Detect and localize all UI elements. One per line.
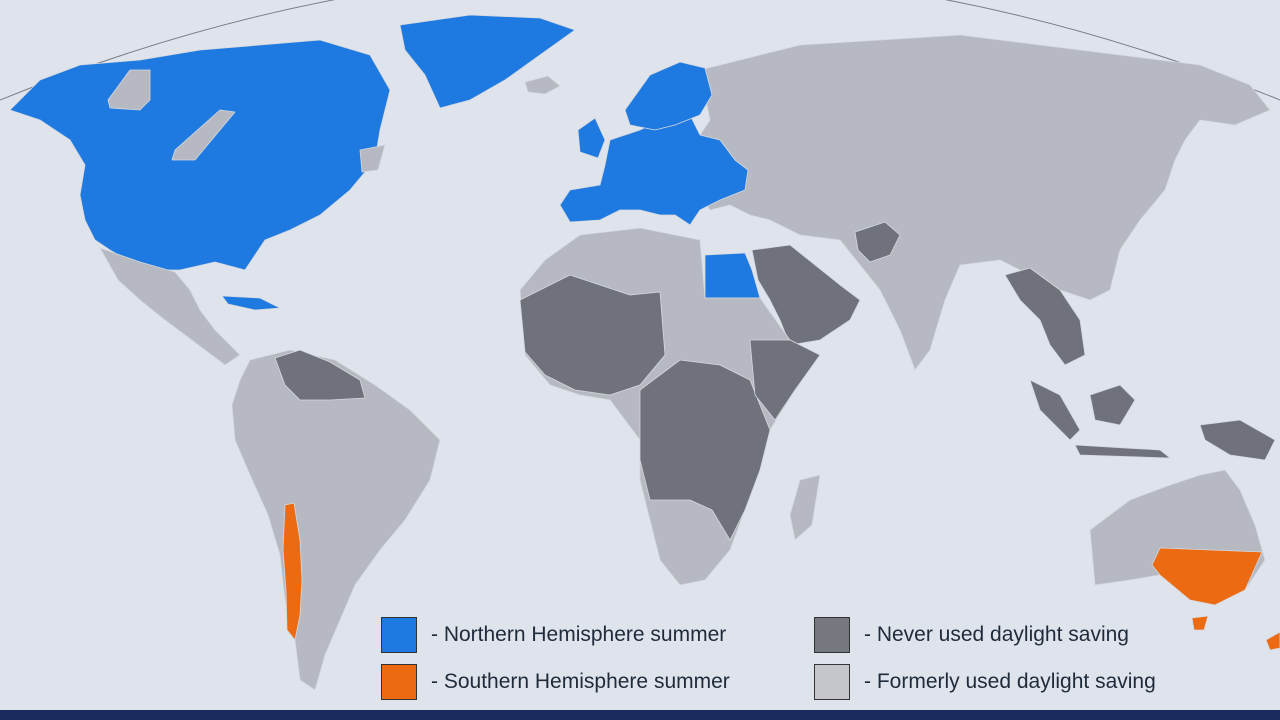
region-scandinavia [624,61,713,131]
region-nunavut-patch [359,144,386,173]
legend-item-never: - Never used daylight saving [814,616,1129,654]
region-tasmania [1191,615,1209,631]
region-greenland [399,14,576,109]
legend-swatch-south [381,664,417,700]
legend-swatch-never [814,617,850,653]
region-southeast-asia [1004,267,1086,366]
region-yukon-patch [107,69,151,111]
legend-item-formerly: - Formerly used daylight saving [814,663,1156,701]
region-mexico [99,247,241,366]
region-west-africa [519,274,666,396]
region-saskatchewan [171,109,236,161]
region-indonesia [1029,379,1081,441]
region-venezuela-guianas [274,349,366,401]
legend-swatch-north [381,617,417,653]
region-east-africa [749,339,821,421]
region-europe [559,114,749,226]
region-afghanistan [854,221,901,263]
region-java [1074,444,1171,459]
region-south-america [231,349,441,691]
region-southeast-australia [1151,547,1263,606]
legend-item-south: - Southern Hemisphere summer [381,663,730,701]
region-new-zealand [1265,631,1280,651]
legend-label-never: - Never used daylight saving [864,623,1129,646]
legend-label-north: - Northern Hemisphere summer [431,623,727,646]
region-iceland [524,75,561,95]
legend-item-north: - Northern Hemisphere summer [381,616,726,654]
legend-label-south: - Southern Hemisphere summer [431,670,730,693]
region-central-africa [639,359,771,541]
legend-label-formerly: - Formerly used daylight saving [864,670,1156,693]
region-arabia [751,244,861,346]
map-outline [0,0,1280,101]
region-new-guinea [1199,419,1276,461]
legend-swatch-formerly [814,664,850,700]
region-north-america [9,39,391,271]
footer-bar [0,710,1280,720]
region-chile [282,502,303,641]
region-egypt [704,252,761,299]
region-cuba [221,295,281,311]
region-uk [577,117,606,159]
region-borneo [1089,384,1136,426]
landmass-layer [9,14,1280,691]
region-madagascar [789,474,821,541]
